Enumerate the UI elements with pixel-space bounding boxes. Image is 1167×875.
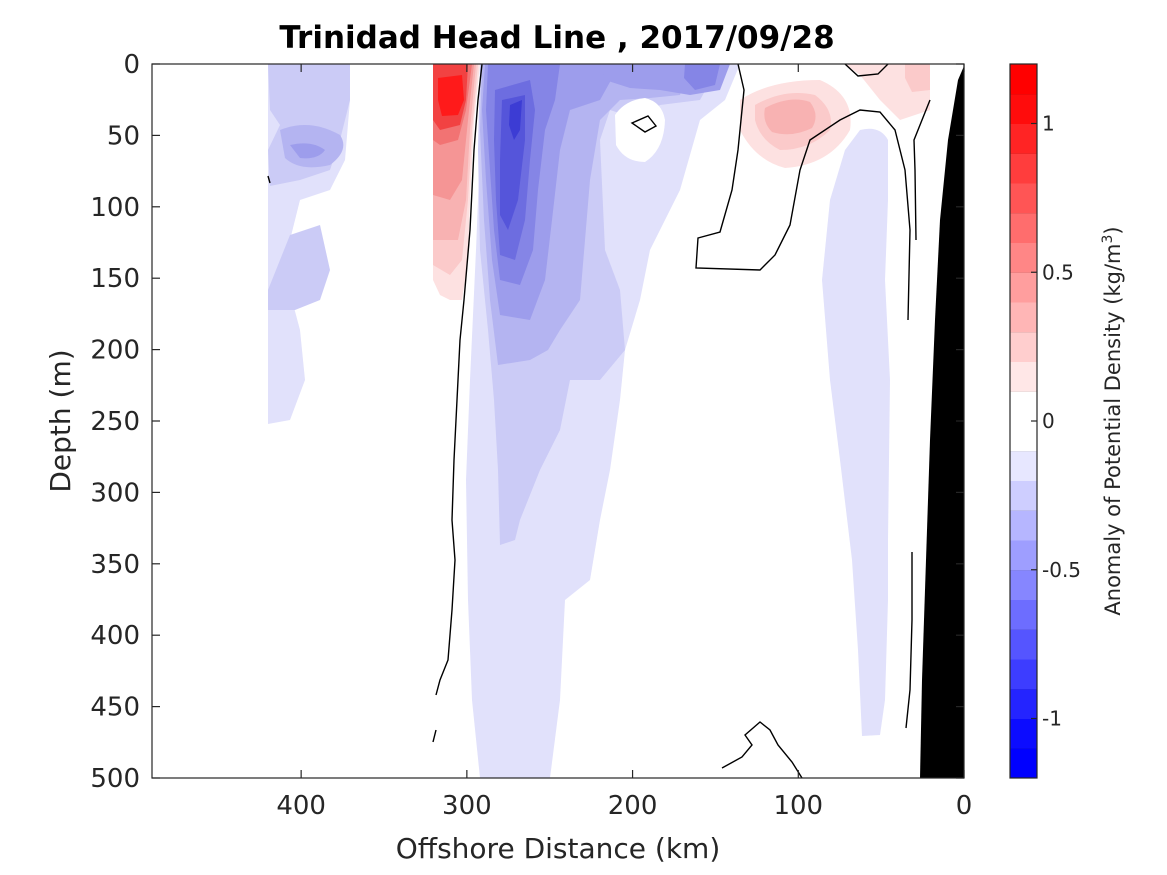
contour-band-neg-0.4 xyxy=(290,143,325,159)
contour-band-pos-1.1 xyxy=(438,75,464,116)
negative-anomaly-west xyxy=(268,64,350,424)
contour-band-pos-0.3 xyxy=(764,99,816,135)
colorbar-band xyxy=(1010,302,1037,333)
colorbar-tick-label: 0.5 xyxy=(1042,260,1074,284)
colorbar-band xyxy=(1010,450,1037,481)
colorbar-band xyxy=(1010,391,1037,422)
x-tick-label: 300 xyxy=(442,791,492,821)
y-tick-label: 250 xyxy=(90,407,140,437)
zero-contour-nearshore-c xyxy=(913,99,931,241)
contour-band-neg-0.2-lower xyxy=(268,225,330,310)
zero-contour-front xyxy=(435,64,483,696)
x-axis: 400 300 200 100 0 xyxy=(276,64,972,821)
anomaly-field xyxy=(267,64,964,778)
contour-band-neg-0.8 xyxy=(509,100,522,140)
y-tick-label: 450 xyxy=(90,693,140,723)
neutral-gap xyxy=(615,98,665,162)
colorbar-tick-label: 0 xyxy=(1042,409,1055,433)
contour-band-neg-upper-east-core xyxy=(684,64,720,90)
y-axis: 0 50 100 150 200 250 300 350 400 450 500 xyxy=(90,50,964,794)
y-tick-label: 200 xyxy=(90,336,140,366)
positive-anomaly-nearshore xyxy=(740,64,930,168)
colorbar-band xyxy=(1010,599,1037,630)
zero-contour-deep-bottom xyxy=(721,721,803,778)
colorbar-band xyxy=(1010,510,1037,541)
colorbar-band xyxy=(1010,421,1037,452)
colorbar-band xyxy=(1010,272,1037,303)
colorbar-ticks: 1 0.5 0 -0.5 -1 xyxy=(1031,112,1081,731)
y-tick-label: 0 xyxy=(123,50,140,80)
x-axis-label: Offshore Distance (km) xyxy=(396,832,721,865)
zero-contour-eddy xyxy=(630,115,658,133)
zero-contour-nearshore-a xyxy=(695,64,911,321)
colorbar-tick-label: -1 xyxy=(1042,707,1062,731)
colorbar-band xyxy=(1010,183,1037,214)
y-tick-label: 400 xyxy=(90,621,140,651)
negative-anomaly-core xyxy=(466,64,740,778)
colorbar-band xyxy=(1010,569,1037,600)
bathymetry xyxy=(920,66,964,778)
y-tick-label: 500 xyxy=(90,764,140,794)
colorbar-band xyxy=(1010,153,1037,184)
chart-title: Trinidad Head Line , 2017/09/28 xyxy=(279,20,834,56)
colorbar-label-superscript: 3 xyxy=(1100,235,1116,244)
x-tick-label: 0 xyxy=(956,791,973,821)
x-tick-label: 100 xyxy=(773,791,823,821)
colorbar-band xyxy=(1010,688,1037,719)
x-tick-label: 200 xyxy=(608,791,658,821)
colorbar xyxy=(1009,63,1038,779)
colorbar-band xyxy=(1010,659,1037,690)
positive-anomaly-core xyxy=(433,64,480,300)
y-tick-label: 100 xyxy=(90,193,140,223)
y-tick-label: 50 xyxy=(107,121,140,151)
colorbar-tick-label: -0.5 xyxy=(1042,558,1081,582)
y-axis-label: Depth (m) xyxy=(44,349,77,492)
colorbar-label: Anomaly of Potential Density (kg/m3) xyxy=(1100,226,1125,615)
colorbar-band xyxy=(1010,123,1037,154)
colorbar-band xyxy=(1010,540,1037,571)
zero-contour-deep-east xyxy=(905,552,913,729)
colorbar-band xyxy=(1010,212,1037,243)
zero-contour-front-tail xyxy=(432,729,437,743)
colorbar-band xyxy=(1010,718,1037,749)
colorbar-band xyxy=(1010,748,1037,779)
colorbar-band xyxy=(1010,480,1037,511)
colorbar-label-main: Anomaly of Potential Density (kg/m xyxy=(1101,244,1125,616)
colorbar-band xyxy=(1010,361,1037,392)
y-tick-label: 300 xyxy=(90,478,140,508)
colorbar-band xyxy=(1010,93,1037,124)
colorbar-band xyxy=(1010,242,1037,273)
colorbar-band xyxy=(1010,331,1037,362)
colorbar-label-close: ) xyxy=(1101,226,1125,234)
y-tick-label: 150 xyxy=(90,264,140,294)
zero-contour-nearshore-b xyxy=(844,64,889,77)
colorbar-tick-label: 1 xyxy=(1042,112,1055,136)
zero-contours xyxy=(267,64,931,778)
colorbar-band xyxy=(1010,64,1037,95)
negative-anomaly-nearshore xyxy=(822,128,890,736)
x-tick-label: 400 xyxy=(276,791,326,821)
zero-contour-deep-west xyxy=(267,175,271,184)
y-tick-label: 350 xyxy=(90,550,140,580)
colorbar-band xyxy=(1010,629,1037,660)
